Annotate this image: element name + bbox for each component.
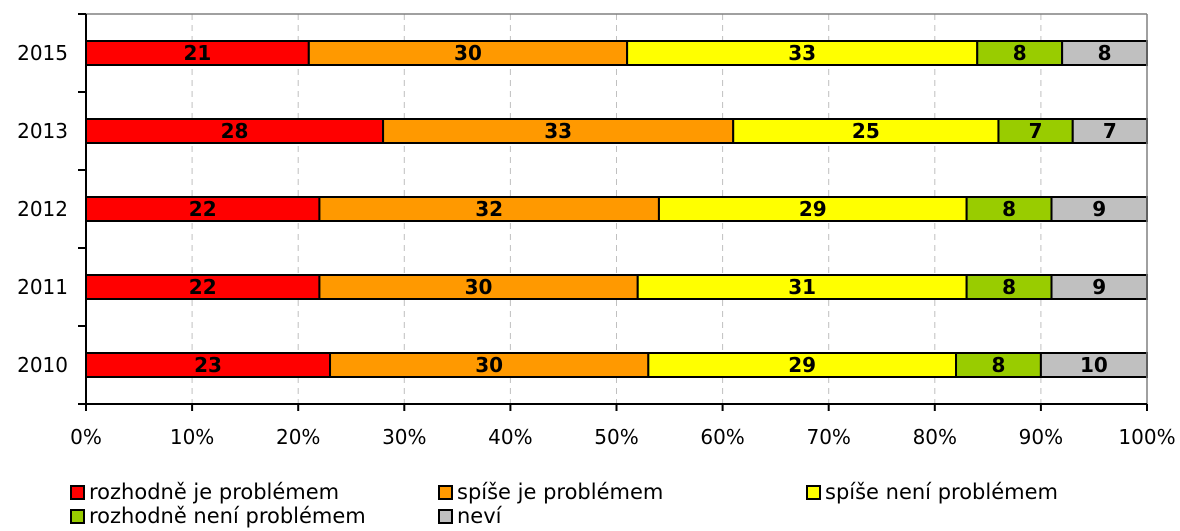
data-label: 7 (1029, 119, 1043, 143)
legend-label: rozhodně není problémem (89, 504, 366, 528)
stacked-bar-chart: 21 30 33 8 8 28 33 25 7 7 22 32 29 8 9 22 30 31 8 9 23 30 29 8 1… (17, 13, 1176, 449)
legend-label: neví (457, 504, 502, 528)
legend-item: rozhodně je problémem (70, 480, 339, 504)
data-label: 8 (1098, 41, 1112, 65)
bar-segment (732, 118, 1000, 144)
data-label: 22 (189, 275, 217, 299)
legend-label: spíše je problémem (457, 480, 664, 504)
data-label: 9 (1092, 197, 1106, 221)
data-label: 7 (1103, 119, 1117, 143)
data-label: 23 (194, 353, 222, 377)
y-tick-label: 2015 (17, 41, 68, 65)
legend-swatch (806, 484, 821, 500)
bar-segment (382, 118, 735, 144)
data-label: 8 (1013, 41, 1027, 65)
data-label: 25 (852, 119, 880, 143)
bar-segment (329, 352, 650, 378)
bar-segment (1071, 118, 1148, 144)
bars: 21 30 33 8 8 28 33 25 7 7 22 32 29 8 9 22 30 31 8 9 23 30 29 8 1… (85, 40, 1149, 378)
grid-lines (191, 14, 1042, 404)
data-label: 10 (1080, 353, 1108, 377)
y-tick-label: 2010 (17, 353, 68, 377)
bar-segment (626, 40, 979, 66)
x-tick-label: 80% (913, 425, 957, 449)
data-label: 8 (1002, 275, 1016, 299)
bar-segment (85, 118, 385, 144)
x-tick-label: 0% (70, 425, 102, 449)
bar-segment (318, 196, 660, 222)
bar-segment (1061, 40, 1148, 66)
bar-segment (85, 40, 310, 66)
data-label: 30 (454, 41, 482, 65)
y-tick-label: 2011 (17, 275, 68, 299)
legend-swatch (438, 484, 453, 500)
data-label: 33 (788, 41, 816, 65)
data-label: 30 (465, 275, 493, 299)
data-label: 21 (183, 41, 211, 65)
data-label: 33 (544, 119, 572, 143)
bar-segment (1050, 274, 1149, 300)
y-tick-label: 2013 (17, 119, 68, 143)
bar-segment (997, 118, 1074, 144)
data-label: 8 (1002, 197, 1016, 221)
x-tick-label: 10% (170, 425, 214, 449)
legend-swatch (70, 484, 85, 500)
x-tick-label: 50% (594, 425, 638, 449)
legend-swatch (438, 508, 453, 524)
legend-item: rozhodně není problémem (70, 504, 366, 528)
legend-item: neví (438, 504, 502, 528)
x-tick-label: 60% (700, 425, 744, 449)
bar-segment (965, 196, 1053, 222)
data-label: 8 (991, 353, 1005, 377)
x-tick-label: 20% (276, 425, 320, 449)
data-label: 32 (475, 197, 503, 221)
legend-item: spíše je problémem (438, 480, 663, 504)
data-label: 22 (189, 197, 217, 221)
bar-segment (965, 274, 1053, 300)
y-tick-label: 2012 (17, 197, 68, 221)
bar-segment (647, 352, 958, 378)
x-tick-label: 70% (806, 425, 850, 449)
data-label: 30 (475, 353, 503, 377)
data-label: 29 (799, 197, 827, 221)
x-tick-label: 90% (1019, 425, 1063, 449)
x-tick-label: 100% (1118, 425, 1175, 449)
data-label: 31 (788, 275, 816, 299)
legend-swatch (70, 508, 85, 524)
x-tick-label: 30% (382, 425, 426, 449)
legend-label: rozhodně je problémem (89, 480, 340, 504)
data-label: 9 (1092, 275, 1106, 299)
axes (78, 13, 1148, 411)
x-tick-label: 40% (488, 425, 532, 449)
tick-labels: 0% 10% 20% 30% 40% 50% 60% 70% 80% 90% 100% 2015 201… (17, 41, 1176, 449)
bar-segment (657, 196, 968, 222)
legend-label: spíše není problémem (825, 480, 1058, 504)
bar-segment (1050, 196, 1149, 222)
data-label: 29 (788, 353, 816, 377)
bar-segment (1039, 352, 1149, 378)
data-label: 28 (221, 119, 249, 143)
bar-segment (976, 40, 1064, 66)
legend-item: spíše není problémem (806, 480, 1058, 504)
